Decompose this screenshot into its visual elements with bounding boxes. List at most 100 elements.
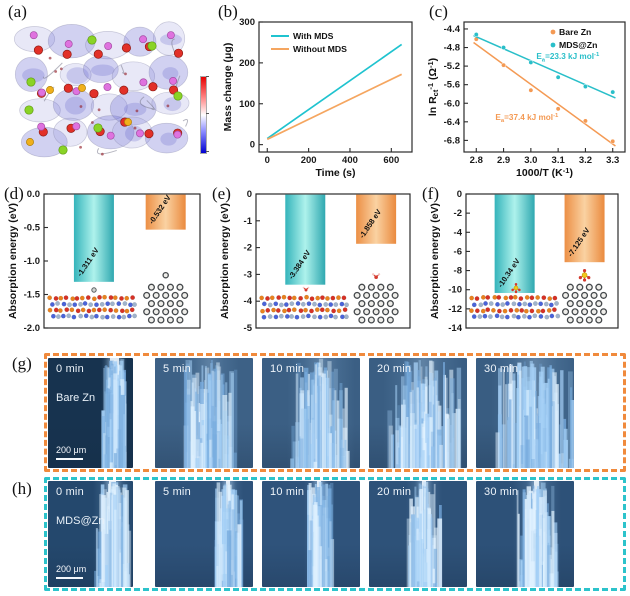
- deposit-speckles: [262, 481, 263, 587]
- svg-text:3.2: 3.2: [579, 155, 592, 166]
- svg-text:-14: -14: [448, 323, 462, 334]
- panel-label-g: (g): [12, 354, 32, 373]
- zinc-deposit-band: [286, 358, 355, 468]
- svg-text:3.1: 3.1: [552, 155, 566, 166]
- sample-label: Bare Zn: [56, 392, 96, 404]
- zinc-deposit-band: [490, 358, 574, 468]
- svg-text:-5.6: -5.6: [444, 80, 460, 91]
- charge-density-isosurface-image: [13, 21, 190, 158]
- svg-text:-6.8: -6.8: [444, 135, 460, 146]
- micrograph-tile-bare-zn-2: 10 min: [262, 358, 360, 468]
- time-label: 30 min: [484, 486, 519, 498]
- svg-text:0.0: 0.0: [27, 189, 40, 200]
- colorbar-tick-bottom: [206, 151, 209, 152]
- svg-text:Mass change (μg): Mass change (μg): [222, 43, 234, 132]
- panel-label-b: (b): [218, 2, 238, 21]
- zinc-wire-core: [109, 481, 117, 587]
- chart-mass-change: 0 200 400 600 0 100 200 300 Time (s) Mass change …: [222, 17, 413, 179]
- svg-text:Absorption energy (eV): Absorption energy (eV): [7, 203, 19, 319]
- svg-text:-4.4: -4.4: [444, 24, 461, 35]
- svg-text:-2: -2: [244, 243, 252, 254]
- zinc-wire-core: [421, 481, 426, 587]
- zinc-wire-core: [316, 481, 321, 587]
- svg-text:0: 0: [457, 189, 462, 200]
- svg-text:-0.5: -0.5: [24, 223, 41, 234]
- svg-text:0: 0: [265, 155, 270, 166]
- svg-text:-2: -2: [454, 208, 462, 219]
- svg-text:With MDS: With MDS: [293, 31, 334, 41]
- panel-label-a: (a): [8, 2, 27, 21]
- svg-text:Without MDS: Without MDS: [293, 44, 347, 54]
- deposit-speckles: [476, 481, 477, 587]
- panel-label-e: (e): [212, 184, 231, 203]
- deposit-speckles: [155, 358, 156, 468]
- svg-text:-4: -4: [244, 296, 253, 307]
- svg-text:-4.8: -4.8: [444, 43, 460, 54]
- svg-text:-12: -12: [448, 304, 462, 315]
- deposit-speckles: [155, 481, 156, 587]
- svg-text:Ea=23.3 kJ mol-1: Ea=23.3 kJ mol-1: [536, 52, 600, 63]
- deposit-speckles: [262, 358, 263, 468]
- deposit-speckles: [476, 358, 477, 468]
- time-label: 30 min: [484, 363, 519, 375]
- time-label: 5 min: [163, 363, 191, 375]
- panel-a-charge-density: [0, 0, 215, 180]
- time-label: 20 min: [377, 363, 412, 375]
- svg-text:600: 600: [383, 155, 399, 166]
- deposit-speckles: [369, 358, 370, 468]
- colorbar-tick-top: [206, 76, 209, 77]
- svg-text:MDS@Zn: MDS@Zn: [559, 40, 597, 50]
- svg-text:2.8: 2.8: [470, 155, 483, 166]
- svg-text:3.3: 3.3: [606, 155, 619, 166]
- chart-absorption-energy-zn: 0.0 -0.5 -1.0 -1.5 -2.0 Absorption energy (eV…: [7, 189, 201, 334]
- svg-text:0: 0: [247, 189, 252, 200]
- svg-text:200: 200: [239, 58, 255, 69]
- svg-text:-2.0: -2.0: [24, 323, 40, 334]
- panel-label-c: (c): [429, 2, 448, 21]
- svg-text:-10: -10: [448, 285, 462, 296]
- colorbar: [200, 76, 207, 154]
- svg-text:0: 0: [250, 140, 255, 151]
- deposit-speckles: [48, 358, 49, 468]
- zinc-wire-core: [109, 358, 119, 468]
- zinc-wire-core: [534, 481, 540, 587]
- micrograph-tile-mds-zn-3: 20 min: [369, 481, 467, 587]
- micrograph-tile-mds-zn-1: 5 min: [155, 481, 253, 587]
- time-label: 10 min: [270, 363, 305, 375]
- micrograph-tile-bare-zn-3: 20 min: [369, 358, 467, 468]
- svg-text:3.0: 3.0: [524, 155, 537, 166]
- svg-text:-6.4: -6.4: [444, 117, 461, 128]
- svg-text:Ea=37.4 kJ mol-1: Ea=37.4 kJ mol-1: [495, 113, 559, 124]
- scale-bar: 200 μm: [56, 445, 86, 460]
- svg-text:Bare Zn: Bare Zn: [559, 27, 591, 37]
- svg-text:Time (s): Time (s): [315, 167, 355, 179]
- micrograph-tile-mds-zn-4: 30 min: [476, 481, 574, 587]
- svg-text:2.9: 2.9: [497, 155, 510, 166]
- zinc-deposit-band: [178, 358, 239, 468]
- time-label: 0 min: [56, 363, 84, 375]
- svg-text:Absorption energy (eV): Absorption energy (eV): [429, 203, 441, 319]
- time-label: 10 min: [270, 486, 305, 498]
- svg-text:-5.2: -5.2: [444, 61, 460, 72]
- scale-bar-label: 200 μm: [56, 564, 87, 574]
- time-label: 0 min: [56, 486, 84, 498]
- svg-text:Absorption energy (eV): Absorption energy (eV): [219, 203, 231, 319]
- deposit-speckles: [369, 481, 370, 587]
- svg-text:-5: -5: [244, 323, 253, 334]
- svg-text:ln Rct-1 (Ω-1): ln Rct-1 (Ω-1): [426, 58, 440, 116]
- scale-bar-line: [56, 458, 83, 460]
- svg-text:-1.0: -1.0: [24, 256, 40, 267]
- sample-label: MDS@Zn: [56, 515, 105, 527]
- time-label: 5 min: [163, 486, 191, 498]
- svg-text:-4: -4: [454, 227, 463, 238]
- scale-bar: 200 μm: [56, 564, 86, 579]
- svg-text:1000/T (K-1): 1000/T (K-1): [516, 166, 573, 179]
- scale-bar-label: 200 μm: [56, 445, 87, 455]
- panel-label-h: (h): [12, 479, 32, 498]
- svg-text:-1: -1: [244, 216, 253, 227]
- svg-text:100: 100: [239, 99, 255, 110]
- colorbar-tick-mid: [206, 113, 209, 114]
- micrograph-tile-mds-zn-0: 0 min MDS@Zn 200 μm: [48, 481, 133, 587]
- chart-arrhenius: 2.8 2.9 3.0 3.1 3.2 3.3 -4.4 -4.8 -5.2 -5.6 -6.0 -6…: [426, 21, 626, 179]
